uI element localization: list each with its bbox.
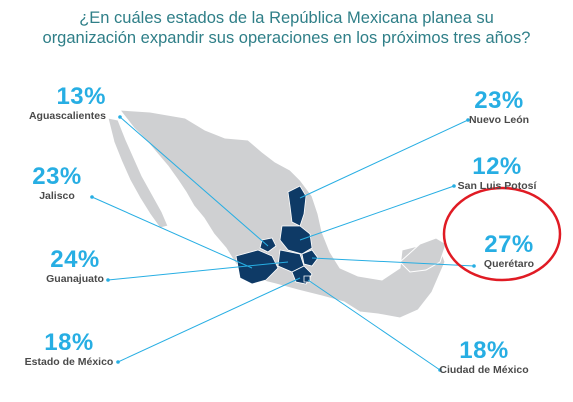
connector-dot-queretaro bbox=[472, 264, 476, 268]
connector-dot-cdmx bbox=[438, 368, 442, 372]
connector-guanajuato bbox=[107, 261, 289, 281]
label-san-luis-potosi: San Luis Potosí bbox=[457, 180, 537, 192]
label-queretaro: Querétaro bbox=[483, 258, 535, 270]
title-line-1: ¿En cuáles estados de la República Mexic… bbox=[79, 9, 494, 27]
state-nuevo-leon-shape bbox=[287, 185, 307, 227]
connector-dot-aguascalientes bbox=[118, 115, 122, 119]
state-san-luis-potosi-shape bbox=[279, 225, 313, 255]
connector-dot-guanajuato bbox=[106, 278, 110, 282]
connector-estado-mexico bbox=[117, 277, 301, 363]
percent-guanajuato: 24% bbox=[50, 246, 100, 273]
label-estado-mexico: Estado de México bbox=[24, 356, 114, 368]
state-queretaro-shape bbox=[301, 249, 319, 267]
title-line-2: organización expandir sus operaciones en… bbox=[42, 29, 531, 47]
state-aguascalientes-shape bbox=[259, 237, 277, 253]
percent-jalisco: 23% bbox=[32, 163, 82, 190]
connector-san-luis-potosi bbox=[299, 185, 455, 241]
connector-dot-nuevo-leon bbox=[466, 118, 470, 122]
percent-aguascalientes: 13% bbox=[56, 83, 106, 110]
connector-dot-san-luis-potosi bbox=[452, 184, 456, 188]
connector-jalisco bbox=[91, 196, 253, 269]
stat-jalisco: 23% Jalisco bbox=[22, 163, 92, 203]
stat-guanajuato: 24% Guanajuato bbox=[40, 246, 110, 286]
connector-nuevo-leon bbox=[299, 119, 469, 199]
connector-dot-estado-mexico bbox=[116, 360, 120, 364]
connector-aguascalientes bbox=[119, 116, 269, 247]
mexico-mainland bbox=[118, 109, 446, 319]
stat-estado-mexico: 18% Estado de México bbox=[20, 329, 118, 369]
percent-cdmx: 18% bbox=[459, 337, 509, 364]
yucatan bbox=[399, 237, 447, 273]
chart-title: ¿En cuáles estados de la República Mexic… bbox=[0, 8, 573, 48]
label-aguascalientes: Aguascalientes bbox=[28, 110, 106, 122]
connector-cdmx bbox=[307, 279, 441, 371]
percent-queretaro: 27% bbox=[484, 231, 534, 258]
stat-san-luis-potosi: 12% San Luis Potosí bbox=[452, 153, 542, 193]
stat-aguascalientes: 13% Aguascalientes bbox=[24, 83, 106, 123]
label-cdmx: Ciudad de México bbox=[439, 364, 529, 376]
connector-dot-jalisco bbox=[90, 195, 94, 199]
stat-cdmx: 18% Ciudad de México bbox=[436, 337, 532, 377]
stat-nuevo-leon: 23% Nuevo León bbox=[468, 87, 530, 127]
state-jalisco-shape bbox=[235, 249, 279, 285]
percent-estado-mexico: 18% bbox=[44, 329, 94, 356]
connector-queretaro bbox=[311, 257, 475, 267]
highlight-circle bbox=[442, 186, 562, 282]
label-nuevo-leon: Nuevo León bbox=[468, 114, 530, 126]
stat-queretaro: 27% Querétaro bbox=[474, 231, 544, 271]
percent-nuevo-leon: 23% bbox=[474, 87, 524, 114]
label-jalisco: Jalisco bbox=[39, 190, 75, 202]
percent-san-luis-potosi: 12% bbox=[472, 153, 522, 180]
label-guanajuato: Guanajuato bbox=[46, 273, 104, 285]
baja-california bbox=[107, 117, 169, 229]
